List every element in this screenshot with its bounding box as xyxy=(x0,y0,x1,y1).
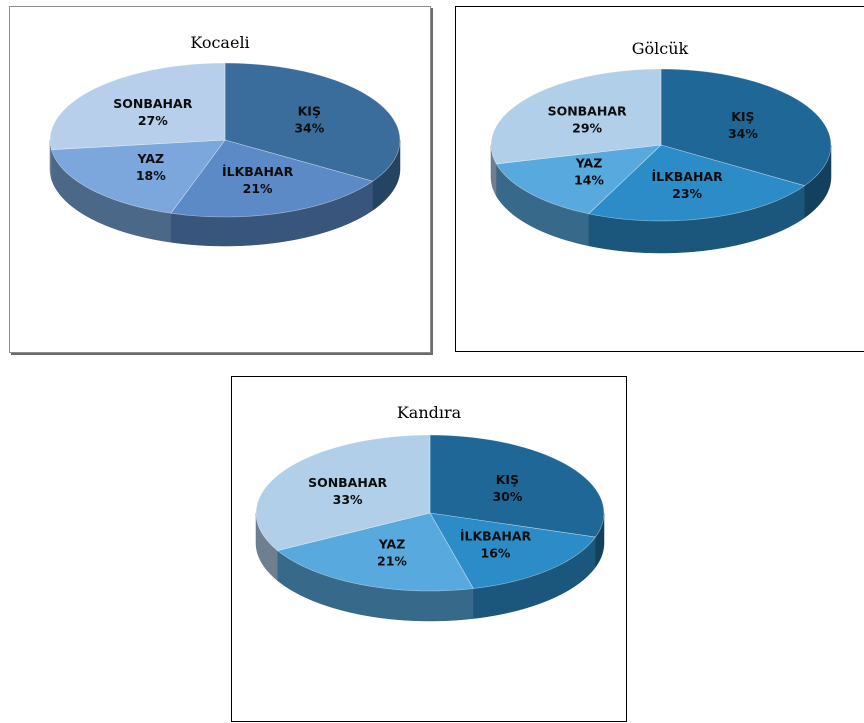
pie-slice-3 xyxy=(490,68,662,165)
pie-slice-0 xyxy=(429,434,605,538)
pie-chart-panel-golcuk: Gölcük KIŞ 34% İLKBAHAR 23% YAZ 14% SONBAHAR 29… xyxy=(455,6,864,352)
slice-label-name: SONBAHAR xyxy=(548,103,627,118)
pie-slice-0 xyxy=(660,68,832,187)
pie-slice-2 xyxy=(50,139,226,214)
slice-label-value: 27% xyxy=(138,113,168,128)
slice-label-value: 34% xyxy=(294,121,324,136)
slice-label-value: 23% xyxy=(672,186,702,201)
slice-label-name: KIŞ xyxy=(496,472,519,487)
pie-side-walls xyxy=(255,512,605,622)
slice-label-name: YAZ xyxy=(378,536,406,551)
slice-label-name: İLKBAHAR xyxy=(460,528,532,543)
pie-slice-2 xyxy=(276,512,474,592)
chart-title: Gölcük xyxy=(631,39,689,58)
slice-label-value: 16% xyxy=(481,545,511,560)
pie-chart-kocaeli: KIŞ 34% İLKBAHAR 21% YAZ 18% SONBAHAR 27% xyxy=(49,62,401,247)
chart-title: Kandıra xyxy=(396,403,462,422)
pie-slice-2 xyxy=(495,144,662,215)
pie-chart-panel-kocaeli: Kocaeli KIŞ 34% İLKBAHAR 21% YAZ 18% SONBAHAR 2… xyxy=(9,6,431,353)
pie-slice-1 xyxy=(587,144,806,222)
pie-slice-3 xyxy=(255,434,431,551)
slice-label-name: İLKBAHAR xyxy=(222,164,294,179)
slice-label-value: 18% xyxy=(136,168,166,183)
chart-title: Kocaeli xyxy=(190,33,250,52)
pie-chart-kandira: KIŞ 30% İLKBAHAR 16% YAZ 21% SONBAHAR 33% xyxy=(255,434,605,622)
slice-label-value: 29% xyxy=(572,120,602,135)
slice-label-name: YAZ xyxy=(575,156,603,171)
pie-labels: KIŞ 34% İLKBAHAR 23% YAZ 14% SONBAHAR 29% xyxy=(548,103,759,201)
slice-label-name: KIŞ xyxy=(298,104,321,119)
slice-label-value: 34% xyxy=(728,126,758,141)
slice-label-name: YAZ xyxy=(137,151,165,166)
pie-top-faces xyxy=(49,62,401,218)
pie-labels: KIŞ 34% İLKBAHAR 21% YAZ 18% SONBAHAR 27% xyxy=(113,96,324,196)
slice-label-name: SONBAHAR xyxy=(113,96,192,111)
slice-label-value: 21% xyxy=(243,181,273,196)
slice-label-name: İLKBAHAR xyxy=(651,169,723,184)
pie-slice-1 xyxy=(170,139,374,218)
slice-label-value: 30% xyxy=(492,489,522,504)
slice-label-value: 33% xyxy=(333,492,363,507)
slice-label-value: 14% xyxy=(574,173,604,188)
slice-label-name: KIŞ xyxy=(731,109,754,124)
slice-label-value: 21% xyxy=(377,553,407,568)
pie-chart-golcuk: KIŞ 34% İLKBAHAR 23% YAZ 14% SONBAHAR 29% xyxy=(490,68,832,254)
pie-top-faces xyxy=(255,434,605,592)
slice-label-name: SONBAHAR xyxy=(308,475,387,490)
pie-slice-3 xyxy=(49,62,226,150)
pie-slice-0 xyxy=(224,62,401,182)
pie-labels: KIŞ 30% İLKBAHAR 16% YAZ 21% SONBAHAR 33% xyxy=(308,472,531,569)
pie-top-faces xyxy=(490,68,832,222)
pie-chart-panel-kandira: Kandıra KIŞ 30% İLKBAHAR 16% YAZ 21% SONBAHAR 3… xyxy=(231,376,627,722)
pie-slice-1 xyxy=(429,512,597,589)
